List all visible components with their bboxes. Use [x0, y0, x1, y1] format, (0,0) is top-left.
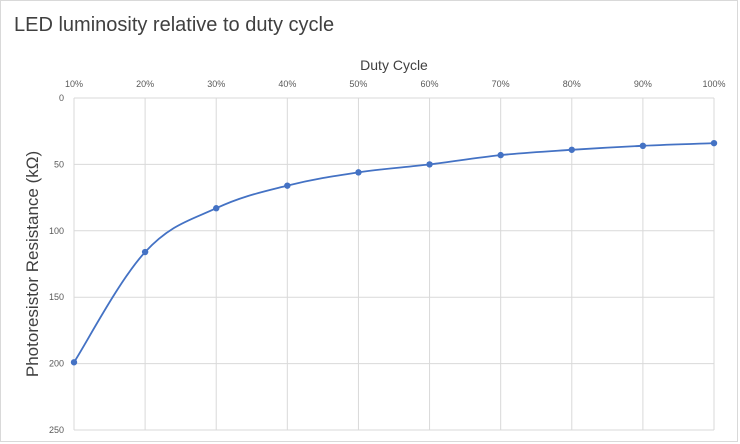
- data-point: [355, 169, 362, 176]
- x-tick-label: 80%: [563, 79, 581, 89]
- data-point: [639, 142, 647, 150]
- x-tick-label: 60%: [421, 79, 439, 89]
- data-point: [710, 139, 718, 147]
- y-tick-labels: 0 50 100 150 200 250: [49, 93, 64, 435]
- x-tick-labels: 10% 20% 30% 40% 50% 60% 70% 80% 90% 100%: [65, 79, 726, 89]
- x-tick-label: 40%: [278, 79, 296, 89]
- grid-lines: [73, 97, 715, 431]
- y-tick-label: 200: [49, 359, 64, 369]
- data-point: [497, 151, 504, 159]
- chart-title: LED luminosity relative to duty cycle: [14, 14, 335, 36]
- data-point: [141, 248, 149, 256]
- y-tick-label: 0: [59, 93, 64, 103]
- data-point: [284, 182, 291, 189]
- x-tick-label: 50%: [349, 79, 367, 89]
- y-tick-label: 100: [49, 226, 64, 236]
- data-point: [568, 146, 575, 153]
- data-point: [70, 359, 78, 366]
- x-tick-label: 10%: [65, 79, 83, 89]
- data-points: [70, 139, 718, 366]
- series-line: [73, 142, 715, 363]
- x-tick-label: 100%: [702, 79, 725, 89]
- data-point: [426, 161, 433, 168]
- x-tick-label: 90%: [634, 79, 652, 89]
- y-tick-label: 150: [49, 292, 64, 302]
- x-tick-label: 70%: [492, 79, 510, 89]
- y-tick-label: 250: [49, 425, 64, 435]
- y-axis-title: Photoresistor Resistance (kΩ): [23, 151, 42, 377]
- x-tick-label: 30%: [207, 79, 225, 89]
- y-tick-label: 50: [54, 159, 64, 169]
- x-axis-title: Duty Cycle: [360, 57, 428, 73]
- x-tick-label: 20%: [136, 79, 154, 89]
- data-point: [213, 205, 220, 212]
